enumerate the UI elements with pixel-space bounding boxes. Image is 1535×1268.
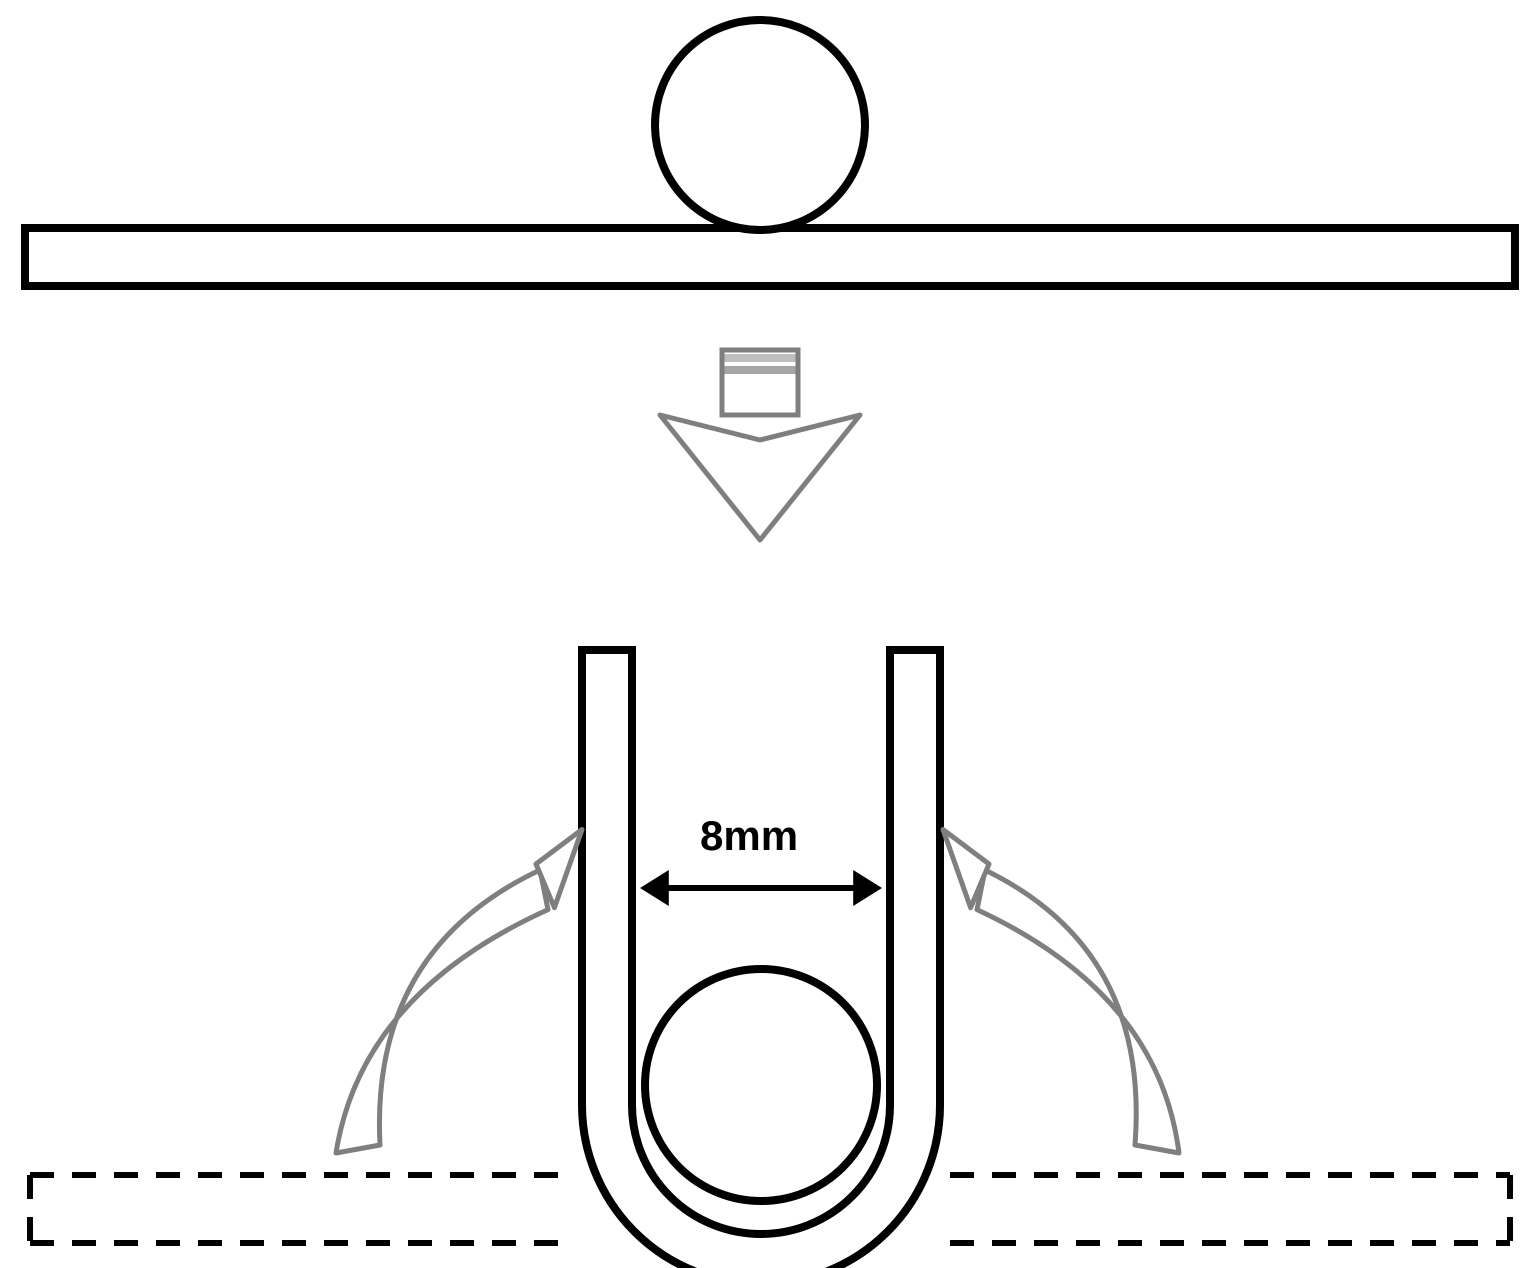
dimension-label: 8mm: [700, 812, 798, 859]
down-arrow-band: [724, 366, 796, 374]
bend-arrow-left: [336, 870, 548, 1153]
down-arrow-band: [724, 354, 796, 362]
down-arrow-head: [660, 415, 860, 540]
bend-diagram: 8mm: [0, 0, 1535, 1268]
mandrel-inside-u: [645, 969, 877, 1201]
dimension-arrowhead-right: [853, 870, 882, 906]
flat-bar-before: [25, 228, 1515, 286]
mandrel-top: [655, 20, 865, 230]
bend-arrow-right: [977, 870, 1179, 1153]
dimension-arrowhead-left: [640, 870, 669, 906]
